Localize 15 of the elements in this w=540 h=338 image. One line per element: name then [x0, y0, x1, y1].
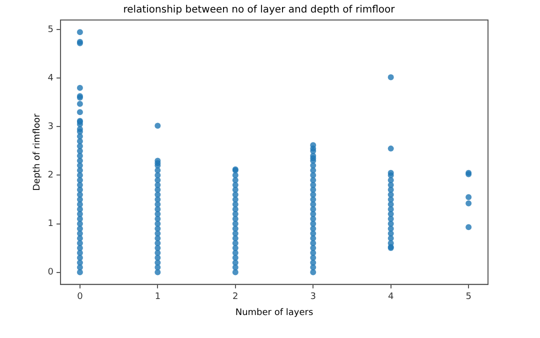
- y-tick-label: 2: [48, 170, 54, 181]
- chart-title: relationship between no of layer and depth of rimfloor: [123, 4, 396, 16]
- y-tick-label: 0: [48, 268, 54, 278]
- y-tick-label: 4: [48, 74, 54, 84]
- y-tick-label: 1: [48, 219, 54, 230]
- y-tick-label: 3: [48, 122, 54, 132]
- x-tick-label: 2: [232, 292, 238, 302]
- y-axis-title: Depth of rimfloor: [32, 113, 43, 191]
- x-tick-label: 5: [466, 292, 472, 302]
- x-tick-label: 0: [77, 292, 84, 302]
- x-tick-label: 1: [154, 292, 161, 302]
- x-tick-label: 3: [310, 292, 316, 302]
- x-tick-label: 4: [388, 292, 394, 302]
- y-tick-label: 5: [48, 25, 54, 36]
- x-axis-title: Number of layers: [235, 308, 314, 318]
